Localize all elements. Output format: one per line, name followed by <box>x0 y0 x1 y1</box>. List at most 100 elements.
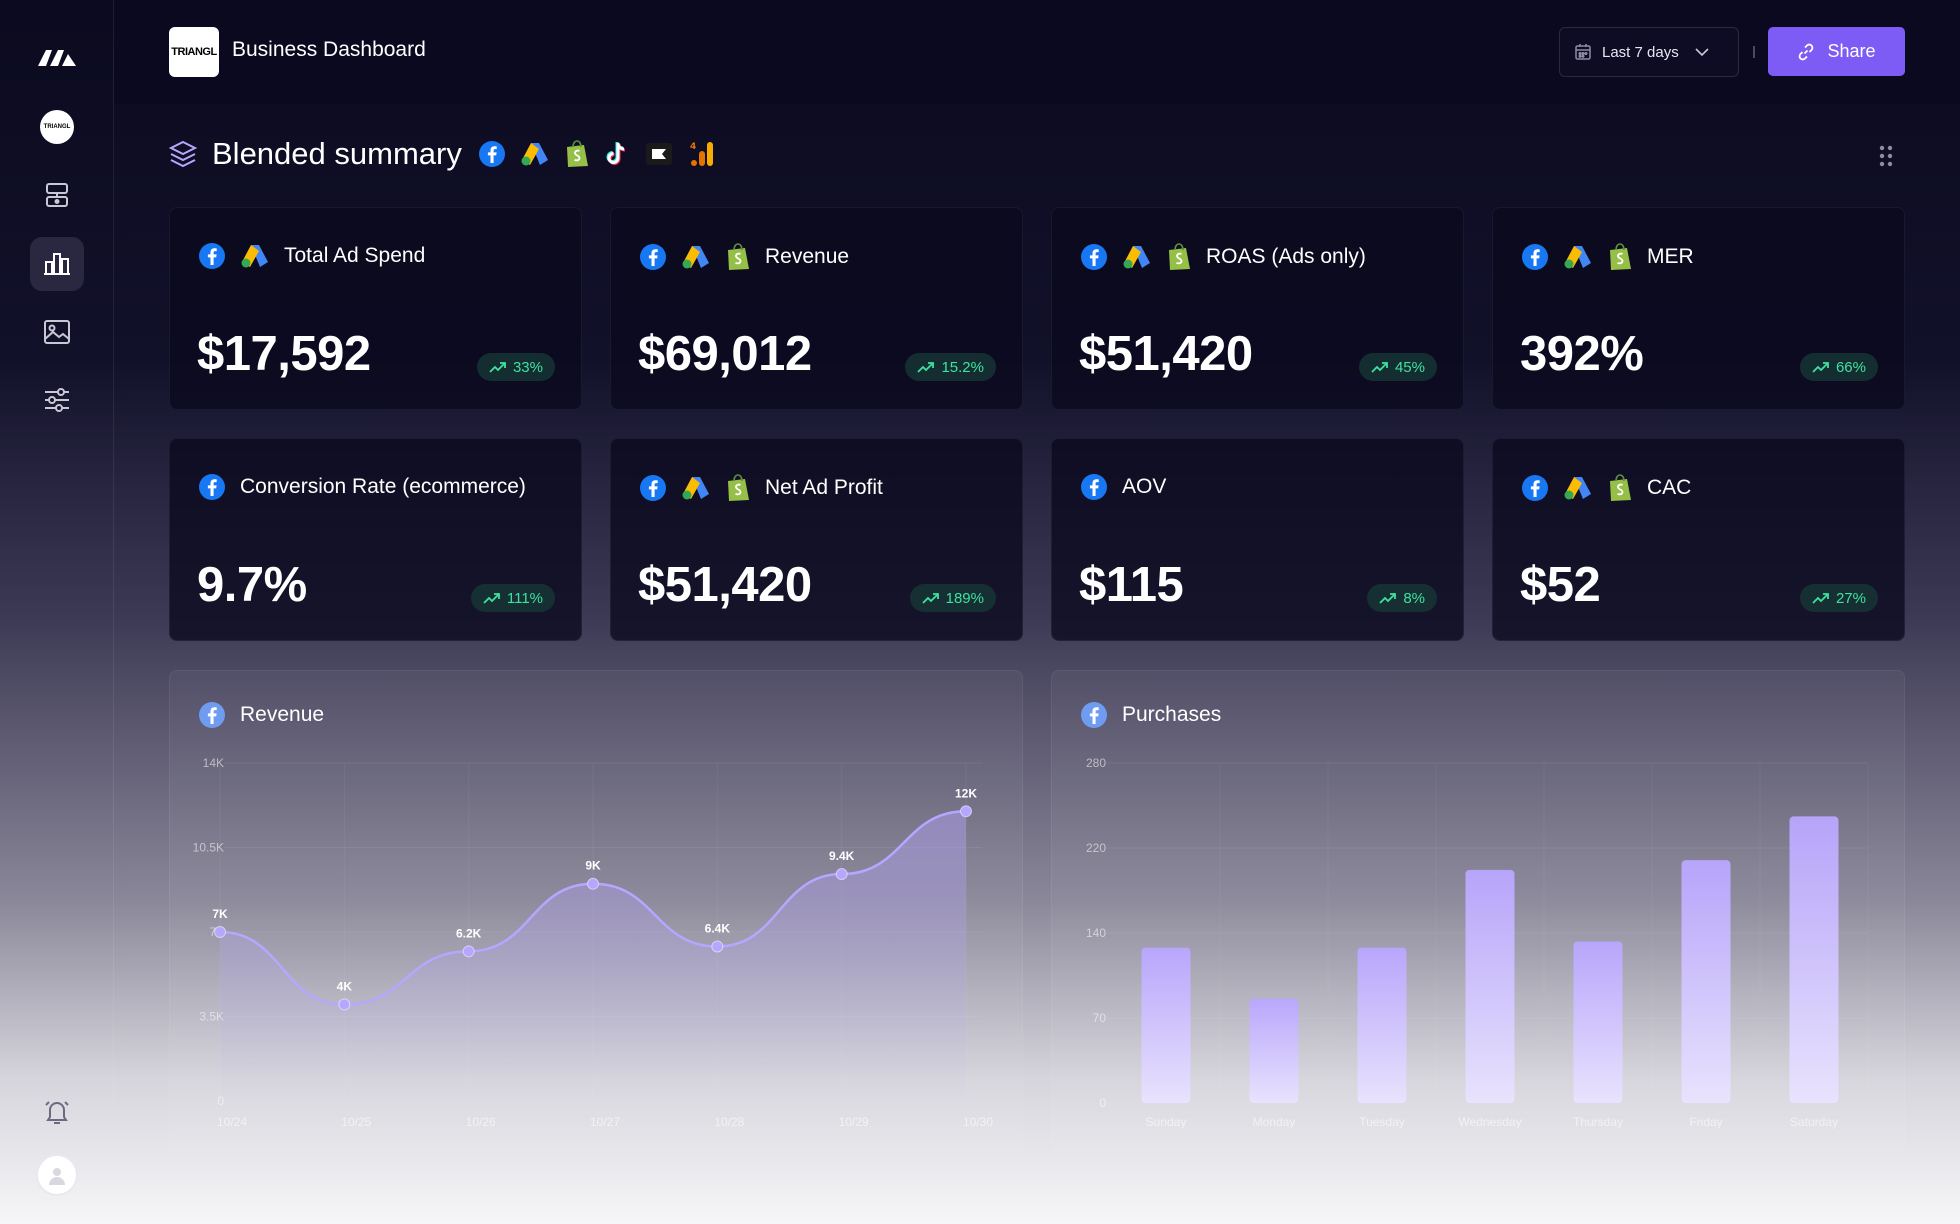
kpi-card-aov[interactable]: AOV $115 8% <box>1051 438 1464 641</box>
topbar: TRIANGL Business Dashboard Last 7 days S… <box>114 0 1960 104</box>
kpi-label: Conversion Rate (ecommerce) <box>240 475 526 498</box>
analytics-icon[interactable] <box>30 237 84 291</box>
y-tick-label: 10.5K <box>193 841 224 855</box>
kpi-card-revenue[interactable]: Revenue $69,012 15.2% <box>610 207 1023 410</box>
kpi-card-total-ad-spend[interactable]: Total Ad Spend $17,592 33% <box>169 207 582 410</box>
bar <box>1573 941 1623 1103</box>
kpi-label: Revenue <box>765 245 850 268</box>
toolbar-divider <box>1753 46 1755 58</box>
google-ads-icon <box>520 141 550 167</box>
brand-logo[interactable]: TRIANGL <box>169 27 219 77</box>
brand-avatar[interactable]: TRIANGL <box>30 100 84 154</box>
link-icon <box>1797 43 1815 61</box>
change-value: 15.2% <box>941 358 984 376</box>
date-range-value: Last 7 days <box>1602 43 1679 61</box>
x-tick-label: 10/25 <box>341 1115 371 1129</box>
revenue-area <box>220 811 966 1101</box>
kpi-value: $52 <box>1520 558 1601 612</box>
drag-handle-icon[interactable] <box>1878 144 1894 168</box>
chart-title: Revenue <box>240 703 325 726</box>
kpi-card-mer[interactable]: MER 392% 66% <box>1492 207 1905 410</box>
workspace-logo-icon[interactable] <box>30 30 84 84</box>
x-tick-label: Monday <box>1253 1115 1296 1129</box>
facebook-icon <box>1080 243 1108 271</box>
revenue-line-chart: 03.5K7K10.5K14K10/2410/2510/2610/2710/28… <box>193 756 994 1129</box>
share-button[interactable]: Share <box>1768 27 1905 76</box>
data-label: 4K <box>337 979 353 993</box>
user-avatar-icon <box>36 1154 78 1196</box>
change-value: 189% <box>945 589 984 607</box>
facebook-icon <box>198 473 226 501</box>
kpi-label: ROAS (Ads only) <box>1206 245 1366 268</box>
kpi-value: $17,592 <box>197 327 371 381</box>
chevron-down-icon <box>1695 47 1709 57</box>
bar <box>1465 869 1515 1103</box>
shopify-icon <box>1607 473 1633 503</box>
data-point <box>960 805 972 818</box>
change-value: 8% <box>1403 589 1425 607</box>
y-tick-label: 70 <box>1093 1011 1107 1025</box>
kpi-value: 392% <box>1520 327 1644 381</box>
bar <box>1249 998 1299 1103</box>
trend-up-icon <box>489 361 507 373</box>
kpi-card-conversion-rate[interactable]: Conversion Rate (ecommerce) 9.7% 111% <box>169 438 582 641</box>
kpi-label: Net Ad Profit <box>765 476 883 499</box>
shopify-icon <box>564 139 590 169</box>
kpi-label: AOV <box>1122 475 1167 498</box>
y-tick-label: 14K <box>203 756 224 770</box>
google-ads-icon <box>1122 244 1152 270</box>
kpi-card-cac[interactable]: CAC $52 27% <box>1492 438 1905 641</box>
change-badge: 189% <box>909 584 996 612</box>
y-tick-label: 3.5K <box>199 1010 224 1024</box>
change-value: 66% <box>1835 358 1866 376</box>
google-analytics-icon: 4 <box>688 139 718 169</box>
klaviyo-icon <box>644 141 674 167</box>
change-badge: 8% <box>1367 584 1437 612</box>
creatives-icon[interactable] <box>30 305 84 359</box>
integrations-icon[interactable] <box>30 168 84 222</box>
settings-sliders-icon[interactable] <box>30 373 84 427</box>
data-label: 6.4K <box>705 921 731 935</box>
kpi-value: $69,012 <box>638 327 812 381</box>
kpi-card-net-ad-profit[interactable]: Net Ad Profit $51,420 189% <box>610 438 1023 641</box>
data-label: 6.2K <box>456 926 482 940</box>
chart-title: Purchases <box>1122 703 1222 726</box>
kpi-label: CAC <box>1647 476 1692 499</box>
change-badge: 111% <box>470 584 555 612</box>
shopify-icon <box>1607 242 1633 272</box>
date-range-select[interactable]: Last 7 days <box>1559 27 1739 77</box>
kpi-card-roas[interactable]: ROAS (Ads only) $51,420 45% <box>1051 207 1464 410</box>
bar <box>1141 947 1191 1103</box>
google-ads-icon <box>1563 244 1593 270</box>
x-tick-label: 10/26 <box>466 1115 496 1129</box>
data-point <box>587 877 599 890</box>
change-badge: 15.2% <box>905 353 996 381</box>
page-title: Business Dashboard <box>232 38 426 61</box>
google-ads-icon <box>681 244 711 270</box>
notifications-bell-icon[interactable] <box>30 1085 84 1139</box>
x-tick-label: 10/27 <box>590 1115 620 1129</box>
trend-up-icon <box>1812 592 1830 604</box>
trend-up-icon <box>483 592 501 604</box>
x-tick-label: Wednesday <box>1458 1115 1521 1129</box>
bar <box>1681 860 1731 1103</box>
purchases-chart-card[interactable]: Purchases 0 70 140 220 280 Sunday Monday Tuesda… <box>1051 670 1905 1153</box>
x-tick-label: 10/29 <box>839 1115 869 1129</box>
data-label: 12K <box>955 786 977 800</box>
x-tick-label: Thursday <box>1573 1115 1623 1129</box>
section-header: Blended summary 4 <box>168 134 718 174</box>
y-tick-label: 0 <box>1099 1096 1106 1110</box>
change-value: 27% <box>1835 589 1866 607</box>
x-tick-label: 10/24 <box>217 1115 247 1129</box>
user-avatar[interactable] <box>30 1148 84 1202</box>
facebook-icon <box>639 474 667 502</box>
kpi-label: MER <box>1647 245 1694 268</box>
share-label: Share <box>1827 41 1876 61</box>
trend-up-icon <box>917 361 935 373</box>
google-ads-icon <box>681 475 711 501</box>
x-tick-label: Tuesday <box>1359 1115 1405 1129</box>
x-tick-label: 10/28 <box>714 1115 744 1129</box>
revenue-chart-card[interactable]: Revenue 03.5K7K10.5K14K10/2410/2510/2610… <box>169 670 1023 1153</box>
kpi-value: $51,420 <box>638 558 812 612</box>
kpi-value: $115 <box>1079 558 1184 612</box>
